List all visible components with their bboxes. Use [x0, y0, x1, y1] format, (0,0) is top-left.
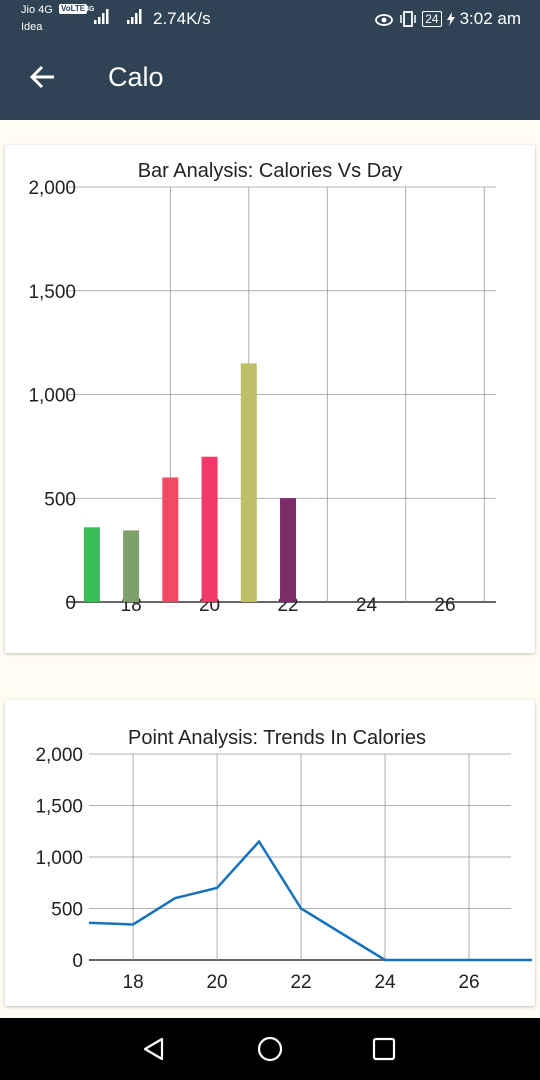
y-tick-label: 1,000: [28, 386, 76, 407]
back-button[interactable]: [24, 57, 64, 97]
x-tick-label: 24: [356, 595, 378, 616]
chart-title: Bar Analysis: Calories Vs Day: [138, 160, 403, 182]
home-circle-icon: [257, 1036, 283, 1062]
network-type-label: 4G: [85, 6, 95, 13]
y-tick-label: 1,000: [35, 848, 83, 869]
x-tick-label: 20: [206, 972, 227, 993]
signal-icon: [127, 9, 142, 24]
bar-day-19: [162, 477, 179, 602]
vibrate-icon: [400, 11, 416, 27]
volte-badge: VoLTE: [59, 4, 88, 14]
y-tick-label: 0: [65, 593, 76, 614]
bar-day-21: [240, 363, 257, 602]
nav-back-button[interactable]: [140, 1035, 168, 1063]
x-tick-label: 26: [458, 972, 479, 993]
bar-day-17: [83, 527, 100, 602]
bar-day-20: [201, 456, 218, 602]
x-tick-label: 22: [290, 972, 311, 993]
net-speed-label: 2.74K/s: [153, 9, 211, 28]
x-tick-label: 24: [374, 972, 396, 993]
y-tick-label: 500: [44, 489, 76, 510]
arrow-left-icon: [29, 65, 54, 89]
bar-chart-card: Bar Analysis: Calories Vs Day 0 500 1,000 1,…: [5, 145, 535, 653]
line-chart: Point Analysis: Trends In Calories 0 500 1,…: [35, 727, 532, 993]
y-tick-label: 500: [51, 900, 83, 921]
eye-comfort-icon: [375, 14, 394, 26]
signal-icon: [94, 9, 109, 24]
calorie-trend-line: [89, 839, 532, 962]
status-bar: Jio 4G VoLTE 4G Idea 2.74K/s 24 3:02 am: [0, 0, 540, 37]
app-toolbar: Calo: [0, 37, 540, 120]
y-tick-label: 1,500: [28, 282, 76, 303]
system-nav-bar: [0, 1018, 540, 1080]
recents-square-icon: [372, 1037, 396, 1061]
y-tick-label: 1,500: [35, 797, 83, 818]
x-tick-label: 26: [434, 595, 455, 616]
carrier-1-label: Jio 4G: [21, 4, 53, 16]
y-tick-label: 0: [72, 951, 83, 972]
chart-title: Point Analysis: Trends In Calories: [128, 727, 426, 749]
carrier-2-label: Idea: [21, 21, 43, 33]
charging-icon: [446, 12, 455, 26]
bar-chart: Bar Analysis: Calories Vs Day 0 500 1,000 1,…: [28, 160, 496, 616]
back-triangle-icon: [143, 1037, 164, 1061]
bar-day-18: [123, 530, 140, 602]
line-chart-card: Point Analysis: Trends In Calories 0 500 1,…: [5, 700, 535, 1006]
battery-icon: 24: [422, 11, 442, 27]
page-title: Calo: [108, 62, 164, 92]
nav-recents-button[interactable]: [370, 1035, 398, 1063]
nav-home-button[interactable]: [256, 1035, 284, 1063]
bar-day-22: [280, 498, 297, 602]
clock-label: 3:02 am: [459, 9, 521, 28]
y-tick-label: 2,000: [28, 178, 76, 199]
y-tick-label: 2,000: [35, 745, 83, 766]
x-tick-label: 18: [123, 972, 144, 993]
